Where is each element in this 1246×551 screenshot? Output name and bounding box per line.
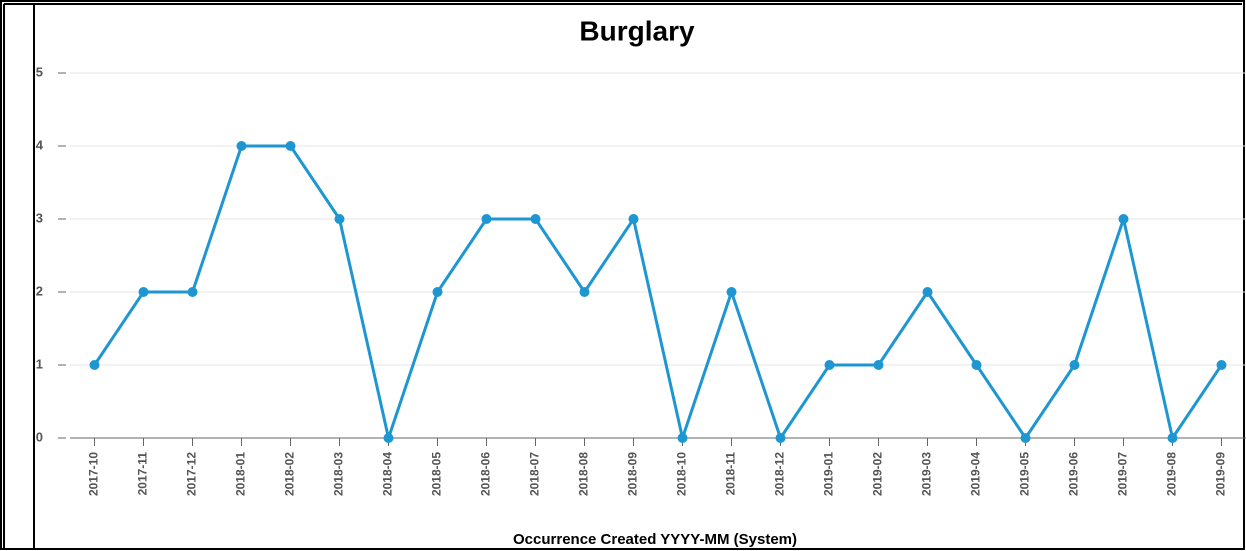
point [971,360,982,370]
x-tick-label: 2019-02 [871,452,885,496]
x-tick-label: 2018-06 [479,452,493,496]
point [187,287,198,297]
point [138,287,149,297]
point [383,433,394,443]
x-tick-label: 2018-08 [577,452,591,496]
x-tick-label: 2018-05 [430,452,444,496]
y-tick-label: 3 [36,210,43,225]
y-tick-label: 4 [36,137,44,152]
point [1216,360,1227,370]
point [1020,433,1031,443]
point [628,214,639,224]
point [530,214,541,224]
point [89,360,100,370]
y-tick-label: 2 [36,283,43,298]
x-tick-label: 2019-05 [1018,452,1032,496]
point [432,287,443,297]
x-tick-label: 2019-07 [1116,452,1130,496]
x-tick-label: 2019-08 [1165,452,1179,496]
point [334,214,345,224]
point [481,214,492,224]
point [677,433,688,443]
x-tick-label: 2018-04 [381,452,395,496]
x-tick-label: 2019-03 [920,452,934,496]
point [579,287,590,297]
point [285,141,296,151]
x-tick-label: 2018-07 [528,452,542,496]
x-tick-label: 2018-09 [626,452,640,496]
x-tick-label: 2019-06 [1067,452,1081,496]
point [824,360,835,370]
point [873,360,884,370]
point [1069,360,1080,370]
point [775,433,786,443]
chart-title: Burglary [579,15,695,46]
x-tick-label: 2017-10 [87,452,101,496]
x-tick-label: 2018-03 [332,452,346,496]
point [726,287,737,297]
x-tick-label: 2019-01 [822,452,836,496]
y-tick-label: 0 [36,429,43,444]
line [93,144,1223,440]
x-tick-label: 2019-09 [1214,452,1228,496]
x-tick-label: 2017-12 [185,452,199,496]
point [1118,214,1129,224]
x-tick-label: 2019-04 [969,452,983,496]
y-tick-label: 1 [36,356,43,371]
x-tick-label: 2018-11 [724,452,738,496]
point [922,287,933,297]
x-tick-label: 2018-02 [283,452,297,496]
x-tick-label: 2017-11 [136,452,150,496]
x-tick-label: 2018-12 [773,452,787,496]
point [1167,433,1178,443]
y-tick-label: 5 [36,64,43,79]
x-tick-label: 2018-10 [675,452,689,496]
point [236,141,247,151]
x-tick-label: 2018-01 [234,452,248,496]
x-axis-label: Occurrence Created YYYY-MM (System) [513,531,797,548]
